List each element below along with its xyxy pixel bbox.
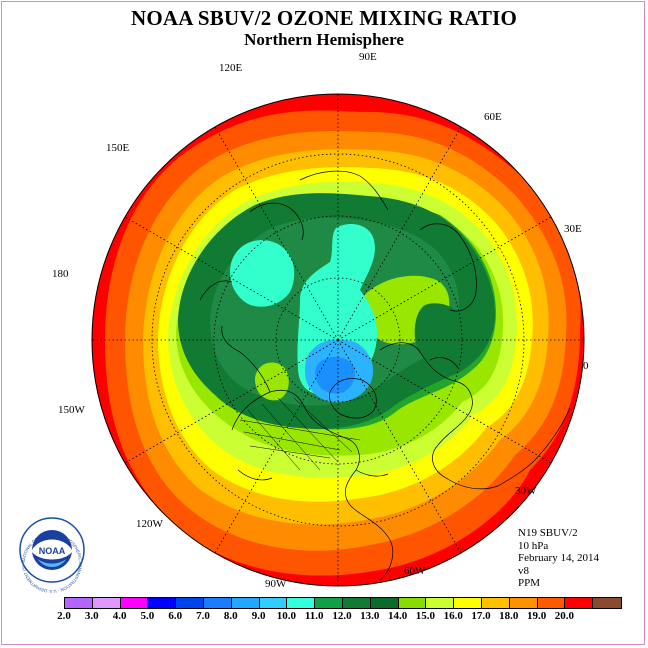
colorbar-tick-label: 11.0 bbox=[304, 610, 324, 622]
colorbar-swatch bbox=[398, 598, 427, 608]
state-borders bbox=[239, 397, 361, 471]
colorbar-tick-label: 14.0 bbox=[387, 610, 408, 622]
colorbar-tick-label: 16.0 bbox=[443, 610, 463, 622]
colorbar-tick-label: 6.0 bbox=[168, 610, 183, 622]
colorbar-tick-label: 2.0 bbox=[57, 610, 71, 622]
meridian-60w bbox=[337, 339, 462, 554]
colorbar-tick-label: 15.0 bbox=[415, 610, 436, 622]
colorbar-swatch bbox=[426, 598, 455, 608]
colorbar-tick-label: 5.0 bbox=[140, 610, 155, 622]
lon-label-30e: 30E bbox=[564, 223, 582, 235]
colorbar-tick-label: 3.0 bbox=[84, 610, 99, 622]
lon-label-90e: 90E bbox=[359, 51, 377, 63]
colorbar-tick-label: 12.0 bbox=[332, 610, 352, 622]
field-band-12-east bbox=[414, 303, 465, 363]
meridian-150w bbox=[124, 339, 339, 464]
lon-label-30w: 30W bbox=[515, 485, 537, 497]
colorbar-tick-label: 17.0 bbox=[471, 610, 491, 622]
field-band-7 bbox=[315, 356, 355, 394]
lon-label-0: 0 bbox=[583, 360, 589, 372]
map-subtitle: Northern Hemisphere bbox=[244, 30, 404, 49]
colorbar-tick-label: 13.0 bbox=[360, 610, 380, 622]
lon-label-120w: 120W bbox=[136, 518, 163, 530]
dataset-info: N19 SBUV/2 10 hPa February 14, 2014 v8 P… bbox=[518, 527, 599, 590]
info-date: February 14, 2014 bbox=[518, 552, 599, 564]
lon-label-120e: 120E bbox=[219, 62, 243, 74]
field-band-13-west bbox=[254, 362, 289, 401]
colorbar-tick-label: 7.0 bbox=[196, 610, 210, 622]
colorbar-tick-label: 9.0 bbox=[251, 610, 266, 622]
info-units: PPM bbox=[518, 577, 541, 589]
field-band-9-a bbox=[229, 240, 295, 307]
colorbar bbox=[64, 597, 622, 609]
map-boundary bbox=[91, 93, 585, 587]
colorbar-tick-label: 10.0 bbox=[276, 610, 297, 622]
meridian-60e bbox=[337, 126, 462, 341]
colorbar-swatch bbox=[565, 598, 594, 608]
colorbar-swatch bbox=[120, 598, 149, 608]
colorbar-swatch bbox=[537, 598, 566, 608]
colorbar-swatch bbox=[454, 598, 482, 608]
colorbar-swatch bbox=[92, 598, 121, 608]
lon-label-150e: 150E bbox=[106, 142, 130, 154]
map-title: NOAA SBUV/2 OZONE MIXING RATIO bbox=[131, 6, 517, 30]
info-satellite: N19 SBUV/2 bbox=[518, 527, 578, 539]
lon-label-90w: 90W bbox=[265, 578, 287, 590]
lon-label-60w: 60W bbox=[404, 565, 426, 577]
colorbar-swatch bbox=[231, 598, 260, 608]
latitude-circle-70n bbox=[275, 277, 401, 403]
colorbar-swatch bbox=[203, 598, 232, 608]
colorbar-swatch bbox=[481, 598, 510, 608]
meridian-120w bbox=[214, 339, 339, 554]
colorbar-swatch bbox=[593, 598, 621, 608]
graticule bbox=[92, 94, 584, 586]
meridian-30e bbox=[337, 216, 552, 341]
colorbar-swatch bbox=[509, 598, 538, 608]
colorbar-swatch bbox=[148, 598, 177, 608]
info-pressure: 10 hPa bbox=[518, 539, 549, 552]
latitude-circle-30n bbox=[151, 153, 525, 527]
meridian-30w bbox=[337, 339, 552, 464]
colorbar-swatch bbox=[259, 598, 288, 608]
colorbar-swatch bbox=[65, 598, 93, 608]
lon-label-180: 180 bbox=[52, 268, 69, 280]
colorbar-tick-label: 20.0 bbox=[554, 610, 575, 622]
colorbar-tick-label: 4.0 bbox=[112, 610, 127, 622]
meridian-120e bbox=[214, 126, 339, 341]
meridian-150e bbox=[124, 216, 339, 341]
info-version: v8 bbox=[518, 564, 529, 577]
colorbar-tick-label: 8.0 bbox=[223, 610, 238, 622]
coastlines bbox=[199, 170, 571, 581]
colorbar-swatch bbox=[342, 598, 371, 608]
colorbar-swatch bbox=[315, 598, 343, 608]
colorbar-tick-label: 19.0 bbox=[526, 610, 547, 622]
colorbar-tick-label: 18.0 bbox=[499, 610, 519, 622]
colorbar-swatch bbox=[287, 598, 316, 608]
lon-label-60e: 60E bbox=[484, 111, 502, 123]
lon-label-150w: 150W bbox=[58, 404, 85, 416]
colorbar-swatch bbox=[176, 598, 204, 608]
colorbar-swatch bbox=[370, 598, 399, 608]
